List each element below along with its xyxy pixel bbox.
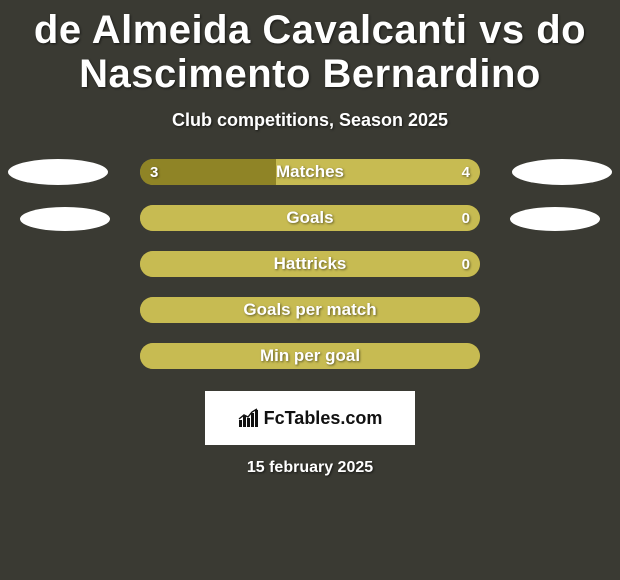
stat-row-min-per-goal: Min per goal [0,343,620,369]
bar-track: Hattricks 0 [140,251,480,277]
bar-right [140,251,480,277]
bar-track: Goals per match [140,297,480,323]
bar-track: Goals 0 [140,205,480,231]
team-oval-right [512,159,612,185]
value-right: 4 [462,159,470,185]
bar-left [140,159,276,185]
page-title: de Almeida Cavalcanti vs do Nascimento B… [0,0,620,96]
stat-row-matches: 3 Matches 4 [0,159,620,185]
team-oval-left [20,207,110,231]
value-right: 0 [462,205,470,231]
bar-right [276,159,480,185]
bar-track: Min per goal [140,343,480,369]
brand-box: FcTables.com [205,391,415,445]
subtitle: Club competitions, Season 2025 [0,110,620,131]
bar-chart-icon [238,408,260,428]
bar-right [140,297,480,323]
team-oval-left [8,159,108,185]
stat-rows: 3 Matches 4 Goals 0 Hattr [0,159,620,369]
stat-row-goals: Goals 0 [0,205,620,231]
team-oval-right [510,207,600,231]
date-text: 15 february 2025 [0,459,620,477]
comparison-infographic: de Almeida Cavalcanti vs do Nascimento B… [0,0,620,580]
bar-track: 3 Matches 4 [140,159,480,185]
brand-text: FcTables.com [264,408,383,429]
bar-right [140,343,480,369]
value-left: 3 [150,159,158,185]
stat-row-goals-per-match: Goals per match [0,297,620,323]
bar-right [140,205,480,231]
value-right: 0 [462,251,470,277]
stat-row-hattricks: Hattricks 0 [0,251,620,277]
